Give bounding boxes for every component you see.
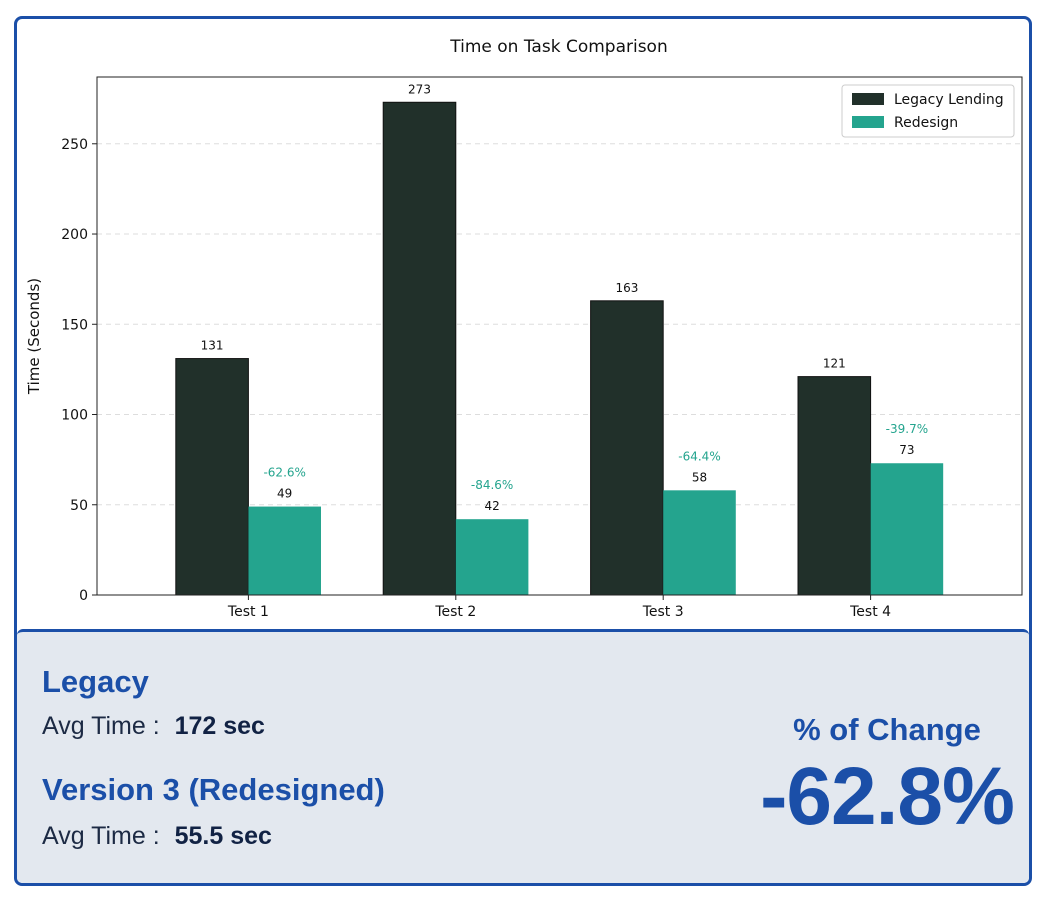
bar-value-label: 131	[201, 339, 224, 353]
y-tick-label: 150	[61, 317, 88, 333]
report-frame: Time on Task Comparison Time (Seconds) 0…	[14, 16, 1032, 886]
chart-title: Time on Task Comparison	[449, 37, 667, 57]
legend-entry: Redesign	[894, 115, 958, 131]
bar-value-label: 73	[899, 443, 914, 457]
bar-value-label: 58	[692, 470, 707, 484]
bar-legacy	[590, 300, 664, 596]
legacy-avg-value: 172 sec	[174, 712, 265, 740]
redesign-avg-label: Avg Time :	[42, 822, 160, 850]
bar-redesign	[248, 506, 321, 595]
bar-legacy	[382, 101, 457, 596]
redesign-avg-row: Avg Time : 55.5 sec	[42, 822, 272, 851]
bar-value-label: 42	[484, 499, 499, 513]
plot-frame	[96, 76, 1023, 596]
y-tick-label: 100	[61, 408, 88, 424]
x-tick-label: Test 2	[434, 604, 476, 620]
bar-value-label: 163	[615, 281, 638, 295]
pct-change-label: -64.4%	[678, 449, 720, 463]
y-tick-label: 250	[61, 137, 88, 153]
bar-value-label: 273	[408, 82, 431, 96]
bar-redesign	[455, 519, 529, 595]
y-tick-label: 50	[70, 498, 88, 514]
pct-change-label: -39.7%	[886, 422, 928, 436]
legacy-avg-label: Avg Time :	[42, 712, 160, 740]
change-value: -62.8%	[760, 751, 1015, 842]
pct-change-label: -84.6%	[471, 478, 513, 492]
legend-swatch	[852, 93, 884, 105]
bar-value-label: 49	[277, 487, 292, 501]
legend-entry: Legacy Lending	[894, 92, 1004, 108]
change-label: % of Change	[793, 712, 981, 747]
bar-redesign	[663, 490, 736, 595]
x-tick-label: Test 3	[642, 604, 684, 620]
pct-change-label: -62.6%	[263, 466, 305, 480]
bar-legacy	[175, 358, 249, 596]
bar-chart: Time on Task Comparison Time (Seconds) 0…	[25, 37, 1023, 620]
x-tick-label: Test 1	[227, 604, 269, 620]
y-tick-label: 0	[79, 588, 88, 604]
bar-value-label: 121	[823, 357, 846, 371]
legend-box	[841, 84, 1015, 138]
bar-redesign	[870, 463, 944, 595]
y-tick-label: 200	[61, 227, 88, 243]
legacy-avg-row: Avg Time : 172 sec	[42, 712, 265, 741]
x-tick-label: Test 4	[849, 604, 891, 620]
legacy-title: Legacy	[42, 664, 149, 699]
legend-swatch	[852, 116, 884, 128]
bar-legacy	[797, 376, 872, 596]
summary-panel: Legacy Avg Time : 172 sec Version 3 (Red…	[17, 629, 1029, 883]
redesign-avg-value: 55.5 sec	[174, 822, 272, 850]
y-axis-label: Time (Seconds)	[25, 278, 43, 395]
redesign-title: Version 3 (Redesigned)	[42, 772, 385, 807]
